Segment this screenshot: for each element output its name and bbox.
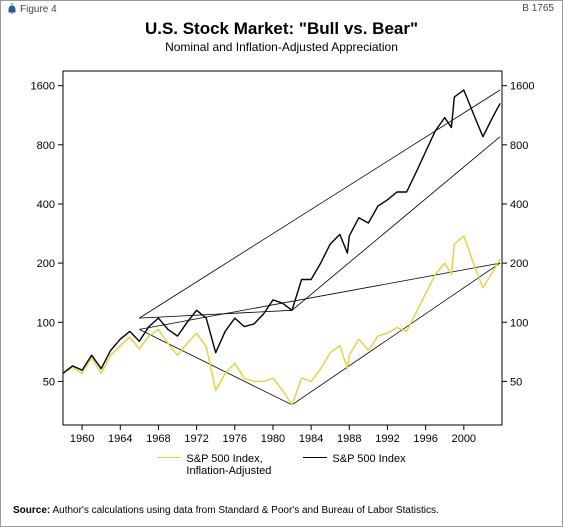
legend-swatch	[157, 457, 181, 458]
svg-text:100: 100	[510, 317, 528, 329]
svg-text:1980: 1980	[261, 433, 285, 445]
svg-text:1988: 1988	[337, 433, 361, 445]
chart-subtitle: Nominal and Inflation-Adjusted Appreciat…	[1, 40, 562, 54]
svg-text:1992: 1992	[375, 433, 399, 445]
figure-topbar: Figure 4 B 1765	[1, 1, 562, 19]
svg-text:200: 200	[510, 258, 528, 270]
chart-title: U.S. Stock Market: "Bull vs. Bear"	[1, 19, 562, 39]
svg-text:800: 800	[37, 140, 55, 152]
svg-text:100: 100	[37, 317, 55, 329]
svg-text:400: 400	[37, 199, 55, 211]
legend-label: S&P 500 Index	[332, 453, 405, 465]
svg-text:1600: 1600	[31, 81, 55, 93]
source-prefix: Source:	[13, 505, 50, 516]
source-text: Author's calculations using data from St…	[52, 505, 438, 516]
legend-label: S&P 500 Index, Inflation-Adjusted	[186, 453, 271, 477]
svg-text:1964: 1964	[108, 433, 132, 445]
line-chart: 50 50 100 100 200 200 400 400 800 800 1600 1600 1960…	[21, 63, 544, 453]
svg-text:1600: 1600	[510, 81, 534, 93]
svg-text:1960: 1960	[70, 433, 94, 445]
legend: S&P 500 Index, Inflation-Adjusted S&P 500…	[1, 453, 562, 477]
svg-text:1976: 1976	[223, 433, 247, 445]
legend-item: S&P 500 Index	[303, 453, 405, 465]
svg-text:50: 50	[43, 376, 55, 388]
svg-text:400: 400	[510, 199, 528, 211]
figure-number: Figure 4	[20, 4, 57, 15]
svg-text:1996: 1996	[413, 433, 437, 445]
svg-text:800: 800	[510, 140, 528, 152]
legend-item: S&P 500 Index, Inflation-Adjusted	[157, 453, 271, 477]
source-note: Source: Author's calculations using data…	[13, 505, 439, 516]
svg-text:200: 200	[37, 258, 55, 270]
figure-page: Figure 4 B 1765 U.S. Stock Market: "Bull…	[0, 0, 563, 527]
figure-label-left: Figure 4	[7, 3, 57, 15]
chart-area: 50 50 100 100 200 200 400 400 800 800 1600 1600 1960…	[21, 63, 544, 453]
svg-text:1968: 1968	[146, 433, 170, 445]
legend-swatch	[303, 457, 327, 458]
svg-text:1984: 1984	[299, 433, 323, 445]
doc-id: B 1765	[522, 3, 554, 14]
svg-text:50: 50	[510, 376, 522, 388]
bell-icon	[7, 3, 17, 15]
svg-text:2000: 2000	[452, 433, 476, 445]
svg-text:1972: 1972	[184, 433, 208, 445]
